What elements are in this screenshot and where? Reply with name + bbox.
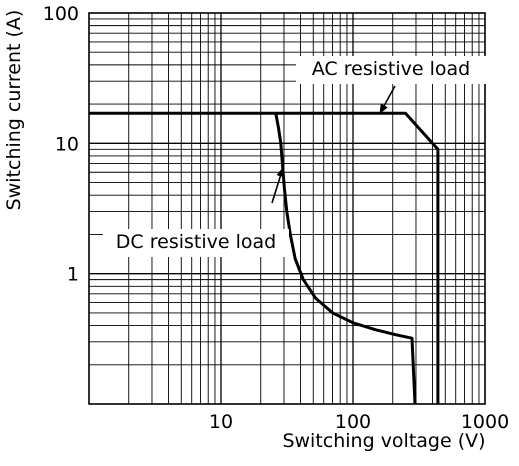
series-line-ac bbox=[89, 111, 440, 404]
x-axis-label: Switching voltage (V) bbox=[282, 430, 485, 452]
annotation-layer: AC resistive load DC resistive load bbox=[103, 56, 486, 257]
y-tick-label: 100 bbox=[43, 3, 79, 25]
y-tick-label: 1 bbox=[67, 264, 79, 286]
annotation-arrow bbox=[379, 85, 396, 115]
annotation-label: DC resistive load bbox=[116, 231, 276, 253]
annotation-backing bbox=[296, 56, 486, 84]
x-tick-label: 1000 bbox=[461, 411, 509, 433]
y-tick-label: 10 bbox=[55, 133, 79, 155]
plot-frame bbox=[88, 12, 486, 405]
x-tick-label: 10 bbox=[209, 411, 233, 433]
series-layer bbox=[89, 111, 440, 405]
annotation-backing bbox=[103, 229, 289, 257]
series-line-dc bbox=[274, 113, 417, 405]
annotation-label: AC resistive load bbox=[312, 58, 470, 80]
tick-labels: 10 100 1000 1 10 100 bbox=[43, 3, 509, 433]
annotation-arrow bbox=[271, 166, 285, 204]
x-tick-label: 100 bbox=[335, 411, 371, 433]
y-axis-label: Switching current (A) bbox=[3, 10, 25, 211]
